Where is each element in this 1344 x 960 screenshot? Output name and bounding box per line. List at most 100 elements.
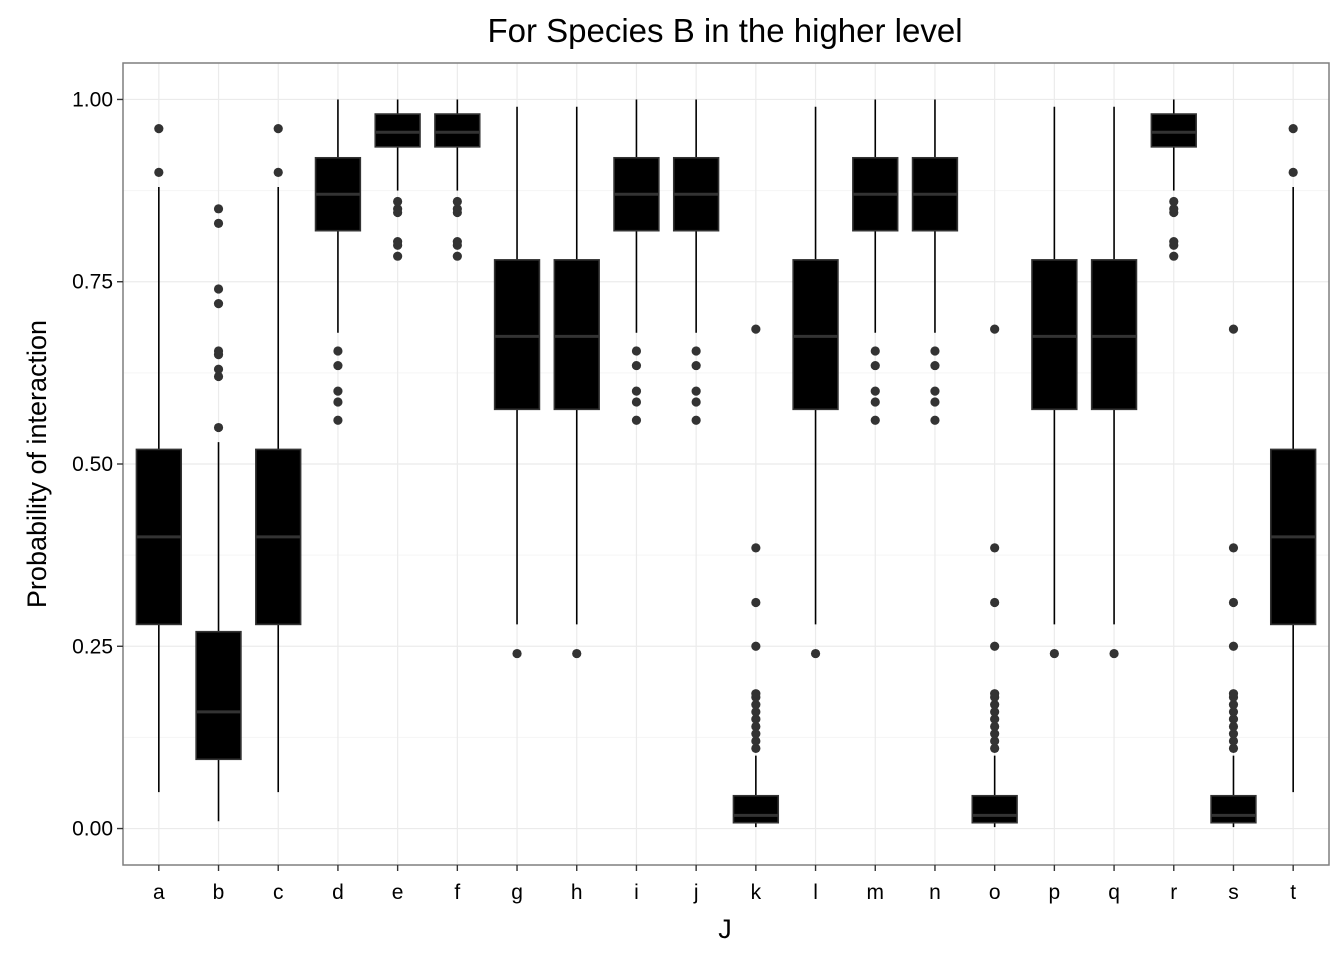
outlier-point <box>751 743 761 753</box>
outlier-point <box>452 196 462 207</box>
box-group-s <box>1210 324 1257 828</box>
box-group-h <box>553 106 600 659</box>
outlier-point <box>990 736 1000 746</box>
outlier-point <box>751 324 761 334</box>
x-tick-label: r <box>1170 881 1177 904</box>
outlier-point <box>333 415 343 425</box>
outlier-point <box>273 167 283 177</box>
box-group-m <box>852 99 899 425</box>
outlier-point <box>213 218 224 228</box>
outlier-point <box>1169 237 1179 247</box>
box-group-q <box>1090 106 1138 659</box>
outlier-point <box>213 284 224 294</box>
box-group-a <box>135 124 183 793</box>
x-tick-label: n <box>929 881 941 904</box>
outlier-point <box>1169 196 1179 207</box>
outlier-point <box>333 386 343 396</box>
outlier-point <box>452 251 462 261</box>
y-tick-label: 0.00 <box>72 818 113 841</box>
outlier-point <box>751 721 761 732</box>
axis-layer: 0.00 0.25 0.50 0.75 1.00 a b c d e f g h i j k l m n o p q r s t <box>72 88 1296 904</box>
outlier-point <box>631 386 642 396</box>
outlier-point <box>751 714 761 724</box>
outlier-point <box>751 700 761 710</box>
outlier-point <box>1228 641 1239 651</box>
outlier-point <box>930 415 940 425</box>
outlier-point <box>631 397 642 407</box>
x-tick-label: q <box>1108 881 1120 904</box>
box <box>792 259 839 411</box>
outlier-point <box>990 324 1000 334</box>
outlier-point <box>1109 648 1119 659</box>
box <box>732 794 780 824</box>
outlier-point <box>751 736 761 746</box>
outlier-point <box>930 346 940 356</box>
outlier-point <box>990 543 1000 553</box>
box <box>553 259 600 411</box>
outlier-point <box>1228 597 1239 608</box>
outlier-point <box>930 386 940 396</box>
outlier-point <box>990 689 1000 699</box>
box-group-c <box>255 124 302 793</box>
x-tick-label: a <box>153 881 165 904</box>
outlier-point <box>1228 700 1239 710</box>
outlier-point <box>990 597 1000 608</box>
y-tick-label: 0.25 <box>72 635 113 658</box>
outlier-point <box>213 346 224 356</box>
outlier-point <box>333 346 343 356</box>
box-group-l <box>792 106 839 659</box>
outlier-point <box>273 124 283 134</box>
x-tick-label: s <box>1228 881 1239 904</box>
outlier-point <box>691 415 701 425</box>
outlier-point <box>1228 689 1239 699</box>
x-tick-label: g <box>511 881 523 904</box>
outlier-point <box>990 707 1000 717</box>
x-tick-label: e <box>392 881 404 904</box>
chart-title: For Species B in the higher level <box>487 12 962 49</box>
box-group-k <box>732 324 780 828</box>
outlier-point <box>1228 714 1239 724</box>
box-group-f <box>434 99 481 261</box>
outlier-point <box>1228 743 1239 753</box>
x-tick-label: m <box>867 881 885 904</box>
x-tick-label: k <box>751 881 762 904</box>
box <box>1210 794 1257 824</box>
outlier-point <box>1049 648 1059 659</box>
x-tick-label: b <box>213 881 225 904</box>
outlier-point <box>1228 324 1239 334</box>
outlier-point <box>631 415 642 425</box>
outlier-point <box>1228 721 1239 732</box>
outlier-point <box>452 204 462 214</box>
outlier-point <box>154 124 164 134</box>
outlier-point <box>990 641 1000 651</box>
x-tick-label: f <box>454 881 460 904</box>
outlier-point <box>810 648 821 659</box>
outlier-point <box>631 360 642 371</box>
outlier-point <box>1169 251 1179 261</box>
x-tick-label: d <box>332 881 344 904</box>
x-tick-label: c <box>273 881 284 904</box>
outlier-point <box>751 729 761 739</box>
x-tick-label: l <box>813 881 818 904</box>
outlier-point <box>154 167 164 177</box>
outlier-point <box>1228 707 1239 717</box>
outlier-point <box>691 346 701 356</box>
x-tick-label: p <box>1049 881 1061 904</box>
outlier-point <box>870 397 880 407</box>
box <box>493 259 541 411</box>
box <box>971 794 1018 824</box>
box-group-d <box>314 99 362 425</box>
outlier-point <box>990 729 1000 739</box>
box-group-e <box>374 99 421 261</box>
outlier-point <box>990 743 1000 753</box>
x-axis-label: J <box>718 914 732 944</box>
outlier-point <box>751 597 761 608</box>
box <box>434 113 481 148</box>
outlier-point <box>213 364 224 374</box>
outlier-point <box>213 371 224 382</box>
x-tick-label: h <box>571 881 583 904</box>
outlier-point <box>751 707 761 717</box>
outlier-point <box>213 299 224 309</box>
box-group-j <box>672 99 720 425</box>
